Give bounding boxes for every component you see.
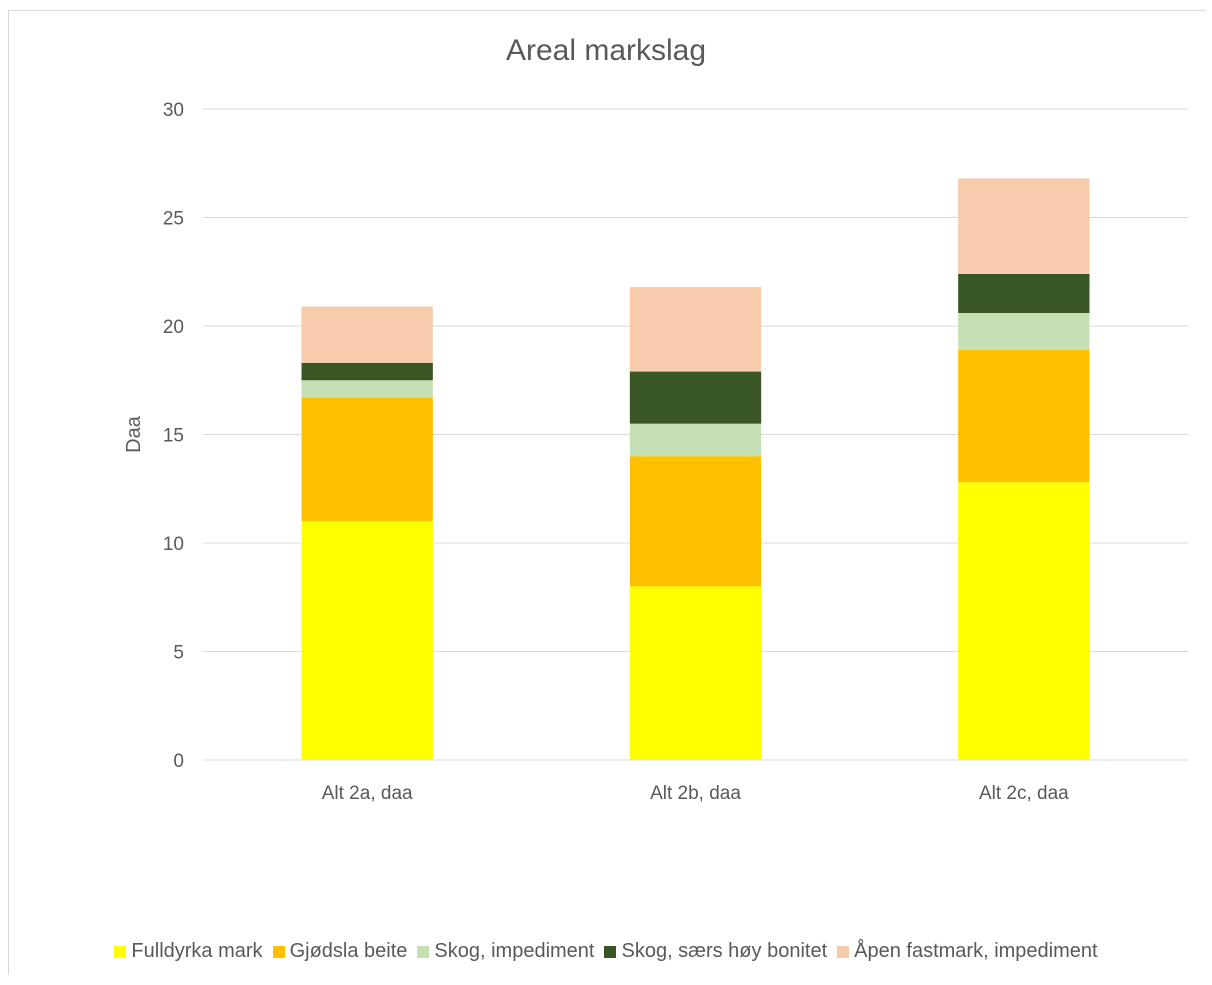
bar-segment — [301, 306, 433, 363]
legend-swatch — [417, 945, 430, 958]
legend: Fulldyrka mark Gjødsla beite Skog, impedim… — [0, 940, 1212, 963]
legend-item: Gjødsla beite — [272, 940, 408, 963]
x-tick-label: Alt 2c, daa — [979, 783, 1069, 804]
y-tick-label: 10 — [163, 534, 184, 555]
chart-title: Areal markslag — [505, 34, 707, 67]
y-tick-label: 30 — [163, 100, 184, 121]
bar-segment — [301, 397, 433, 522]
bar-segment — [301, 521, 433, 760]
bar-segment — [629, 371, 762, 424]
legend-swatch — [272, 945, 285, 958]
x-tick-label: Alt 2b, daa — [650, 783, 741, 804]
bar-segment — [958, 178, 1090, 274]
legend-swatch — [604, 945, 617, 958]
legend-item: Åpen fastmark, impediment — [837, 940, 1098, 963]
bar-segment — [958, 482, 1090, 760]
bar-segment — [629, 286, 762, 372]
x-axis-ticks: Alt 2a, daa Alt 2b, daa Alt 2c, daa — [322, 783, 1069, 804]
legend-swatch — [837, 945, 850, 958]
y-tick-label: 25 — [163, 209, 184, 230]
bar-segment — [629, 456, 762, 587]
chart-frame — [8, 10, 1206, 975]
bar-segment — [629, 423, 762, 457]
y-tick-label: 15 — [163, 426, 184, 447]
y-tick-label: 0 — [173, 751, 184, 772]
x-tick-label: Alt 2a, daa — [322, 783, 413, 804]
y-tick-label: 20 — [163, 317, 184, 338]
y-axis-title: Daa — [123, 415, 145, 453]
legend-label: Gjødsla beite — [289, 940, 408, 962]
legend-item: Skog, særs høy bonitet — [604, 940, 827, 963]
legend-label: Åpen fastmark, impediment — [854, 940, 1098, 962]
legend-label: Fulldyrka mark — [131, 940, 263, 962]
y-tick-label: 5 — [173, 643, 184, 664]
legend-item: Fulldyrka mark — [114, 940, 263, 963]
legend-item: Skog, impediment — [417, 940, 594, 963]
legend-label: Skog, særs høy bonitet — [621, 940, 828, 962]
bar-segment — [958, 349, 1090, 483]
bars — [301, 178, 1090, 760]
bar-segment — [958, 312, 1090, 350]
bar-segment — [301, 362, 433, 381]
legend-label: Skog, impediment — [434, 940, 595, 962]
bar-segment — [301, 380, 433, 398]
y-axis-ticks: 0 5 10 15 20 25 30 — [163, 100, 184, 772]
legend-swatch — [114, 945, 127, 958]
bar-segment — [629, 586, 762, 760]
bar-segment — [958, 273, 1090, 313]
